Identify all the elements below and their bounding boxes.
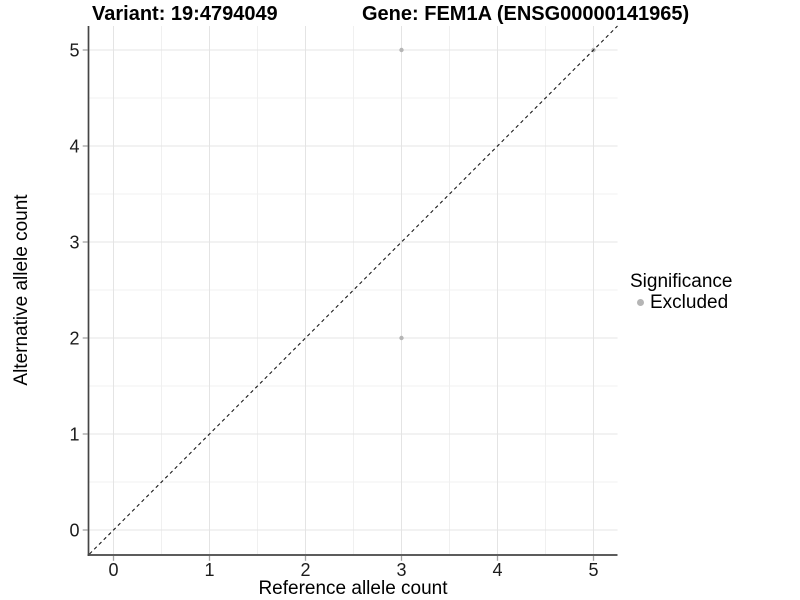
legend-item-excluded: Excluded [630, 292, 732, 313]
x-tick-label: 3 [396, 560, 406, 580]
legend-item-label: Excluded [650, 291, 729, 313]
x-tick-label: 1 [204, 560, 214, 580]
gene-title: Gene: FEM1A (ENSG00000141965) [362, 3, 690, 25]
y-tick-label: 2 [69, 329, 79, 349]
x-tick-label: 4 [492, 560, 502, 580]
y-tick-label: 4 [69, 137, 79, 157]
x-axis-title: Reference allele count [258, 578, 448, 599]
variant-title: Variant: 19:4794049 [92, 3, 278, 25]
y-tick-label: 1 [69, 425, 79, 445]
data-point [399, 335, 404, 341]
y-tick-label: 0 [69, 521, 79, 541]
y-axis-title: Alternative allele count [11, 194, 32, 386]
legend: Significance Excluded [630, 271, 732, 313]
legend-title: Significance [630, 271, 733, 292]
x-tick-label: 2 [300, 560, 310, 580]
x-tick-label: 5 [588, 560, 598, 580]
y-tick-label: 5 [69, 41, 79, 61]
excluded-point-icon [637, 299, 644, 306]
y-tick-label: 3 [69, 233, 79, 253]
x-tick-label: 0 [108, 560, 118, 580]
data-point [399, 47, 404, 53]
